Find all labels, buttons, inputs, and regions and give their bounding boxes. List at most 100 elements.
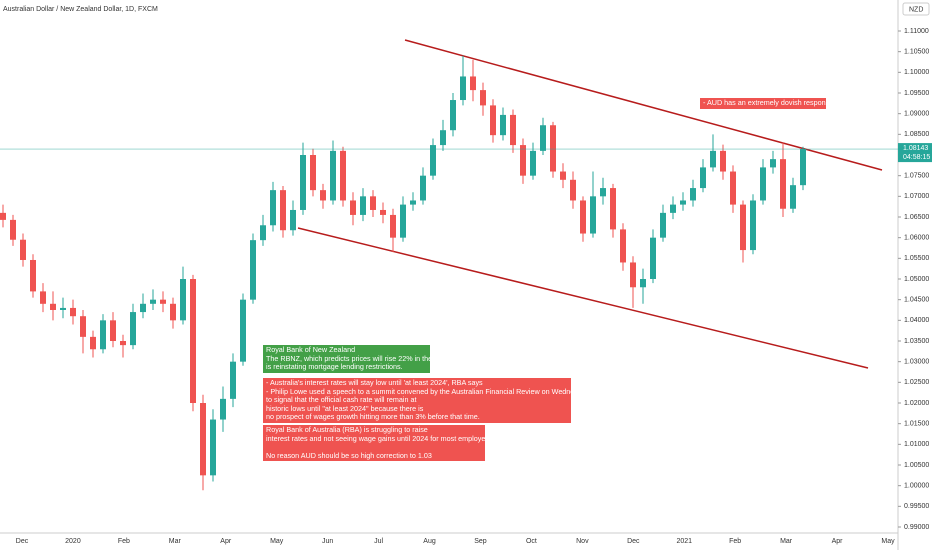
candle-body (640, 279, 646, 288)
candle-body (440, 130, 446, 146)
candle-body (140, 303, 146, 313)
candle-body (260, 225, 266, 241)
candle-body (230, 361, 236, 399)
x-tick-label: May (270, 538, 284, 545)
candle-body (750, 200, 756, 251)
countdown-label: 04:58:15 (903, 154, 930, 161)
candle-body (410, 200, 416, 205)
x-tick-label: 2021 (676, 538, 692, 545)
candle-body (620, 229, 626, 263)
candles (0, 55, 806, 491)
candle-body (100, 320, 106, 350)
candle-body (490, 105, 496, 136)
candle-body (670, 204, 676, 213)
y-tick-label: 1.10500 (904, 49, 929, 56)
candle-body (450, 100, 456, 131)
candle-body (10, 219, 16, 240)
candle-body (780, 159, 786, 209)
x-tick-label: Sep (474, 538, 487, 545)
candle-body (240, 299, 246, 362)
candle-body (560, 171, 566, 180)
candle-body (660, 212, 666, 238)
last-price-label: 1.08143 (903, 145, 928, 152)
x-tick-label: May (881, 538, 895, 545)
y-tick-label: 1.07500 (904, 173, 929, 180)
y-tick-label: 1.10000 (904, 69, 929, 76)
annotation-line: interest rates and not seeing wage gains… (266, 433, 494, 443)
y-tick-label: 1.05500 (904, 255, 929, 262)
annotation-line: - Philip Lowe used a speech to a summit … (266, 386, 590, 396)
chart-title: Australian Dollar / New Zealand Dollar, … (3, 6, 158, 13)
candle-body (330, 150, 336, 201)
candle-body (800, 149, 806, 186)
candle-body (150, 299, 156, 304)
candle-body (720, 150, 726, 172)
candle-body (520, 145, 526, 176)
y-tick-label: 1.05000 (904, 276, 929, 283)
candle-body (370, 196, 376, 210)
candle-body (570, 179, 576, 201)
y-tick-label: 1.00000 (904, 483, 929, 490)
candle-body (510, 114, 516, 146)
candle-body (290, 209, 296, 231)
candle-body (80, 316, 86, 337)
annotation: Royal Bank of Australia (RBA) is struggl… (263, 425, 494, 462)
x-tick-label: Nov (576, 538, 589, 545)
x-tick-label: Jun (322, 538, 333, 545)
candle-body (310, 155, 316, 191)
candle-body (50, 303, 56, 310)
candle-body (360, 196, 366, 215)
candle-body (120, 341, 126, 346)
x-tick-label: Mar (169, 538, 182, 545)
candle-body (610, 188, 616, 230)
candle-body (420, 175, 426, 201)
candle-body (300, 155, 306, 210)
candle-body (190, 279, 196, 403)
annotation-line: - AUD has an extremely dovish response. (703, 98, 836, 107)
candle-body (760, 167, 766, 201)
annotation-line: - Australia's interest rates will stay l… (266, 378, 483, 387)
annotation: Royal Bank of New Zealand The RBNZ, which… (263, 345, 495, 373)
annotation-line: Royal Bank of New Zealand (266, 345, 356, 354)
annotation-line: historic lows until "at least 2024" beca… (266, 403, 424, 413)
candle-body (210, 419, 216, 476)
y-tick-label: 1.01500 (904, 421, 929, 428)
y-tick-label: 1.04000 (904, 317, 929, 324)
candle-body (600, 188, 606, 197)
candle-body (380, 209, 386, 215)
y-tick-label: 0.99000 (904, 524, 929, 531)
candle-body (340, 150, 346, 201)
candle-body (540, 125, 546, 151)
annotation-line: to signal that the official cash rate wi… (266, 395, 417, 405)
currency-button[interactable] (902, 2, 930, 16)
candle-body (20, 239, 26, 260)
candle-body (390, 214, 396, 238)
annotation-line: The RBNZ, which predicts prices will ris… (266, 353, 495, 363)
x-tick-label: Dec (16, 538, 29, 545)
annotation: - Australia's interest rates will stay l… (263, 378, 590, 423)
y-tick-label: 1.08500 (904, 131, 929, 138)
y-tick-label: 1.00500 (904, 462, 929, 469)
x-tick-label: Jul (374, 538, 383, 545)
candle-body (430, 145, 436, 176)
y-tick-label: 1.03000 (904, 359, 929, 366)
y-tick-label: 1.03500 (904, 338, 929, 345)
currency-label: NZD (909, 6, 923, 13)
candle-body (700, 167, 706, 189)
candle-body (790, 185, 796, 209)
y-tick-label: 0.99500 (904, 503, 929, 510)
candle-body (650, 237, 656, 279)
candle-body (710, 150, 716, 168)
candle-body (250, 240, 256, 300)
candle-body (200, 403, 206, 476)
y-tick-label: 1.06000 (904, 235, 929, 242)
candle-body (350, 200, 356, 215)
candle-body (730, 171, 736, 205)
last-price-box (898, 143, 932, 163)
candle-body (160, 299, 166, 304)
annotation-line: No reason AUD should be so high correcti… (266, 450, 432, 460)
candle-body (0, 212, 6, 220)
candle-body (30, 259, 36, 292)
candle-body (400, 204, 406, 238)
